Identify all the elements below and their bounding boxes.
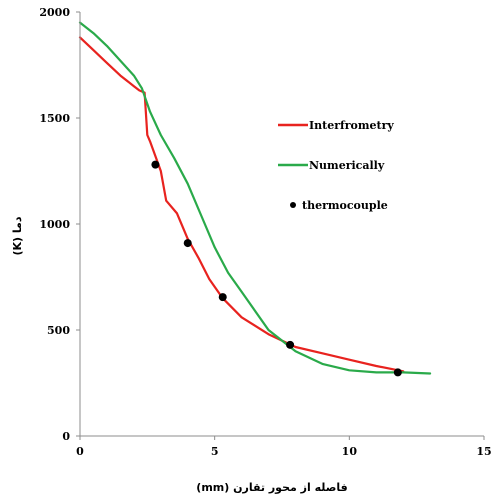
axes: 0 500 1000 1500 2000 0 5 10 15 bbox=[39, 6, 491, 458]
y-axis-title: دما (K) bbox=[11, 216, 24, 255]
plot-area bbox=[78, 21, 432, 377]
x-tick-label: 0 bbox=[76, 445, 84, 458]
series-line-interfrometry bbox=[78, 36, 405, 373]
legend-label: Numerically bbox=[309, 159, 385, 172]
y-tick-label: 0 bbox=[62, 430, 70, 443]
legend-label: Interfrometry bbox=[309, 119, 394, 132]
x-axis-title: فاصله از محور تقارن (mm) bbox=[196, 481, 347, 494]
x-tick-label: 15 bbox=[476, 445, 491, 458]
thermocouple-point bbox=[183, 239, 192, 248]
x-tick-label: 10 bbox=[342, 445, 358, 458]
legend-swatch-thermocouple bbox=[290, 202, 296, 208]
thermocouple-point bbox=[151, 160, 160, 169]
thermocouple-point bbox=[393, 368, 402, 377]
thermocouple-point bbox=[286, 340, 295, 349]
y-tick-label: 1000 bbox=[39, 218, 70, 231]
y-tick-label: 2000 bbox=[39, 6, 70, 19]
x-tick-label: 5 bbox=[211, 445, 219, 458]
y-tick-label: 1500 bbox=[39, 112, 70, 125]
series-line-numerically bbox=[78, 21, 432, 375]
legend: Interfrometry Numerically thermocouple bbox=[278, 119, 394, 212]
legend-label: thermocouple bbox=[302, 199, 388, 212]
y-tick-label: 500 bbox=[47, 324, 70, 337]
thermocouple-point bbox=[218, 293, 227, 302]
